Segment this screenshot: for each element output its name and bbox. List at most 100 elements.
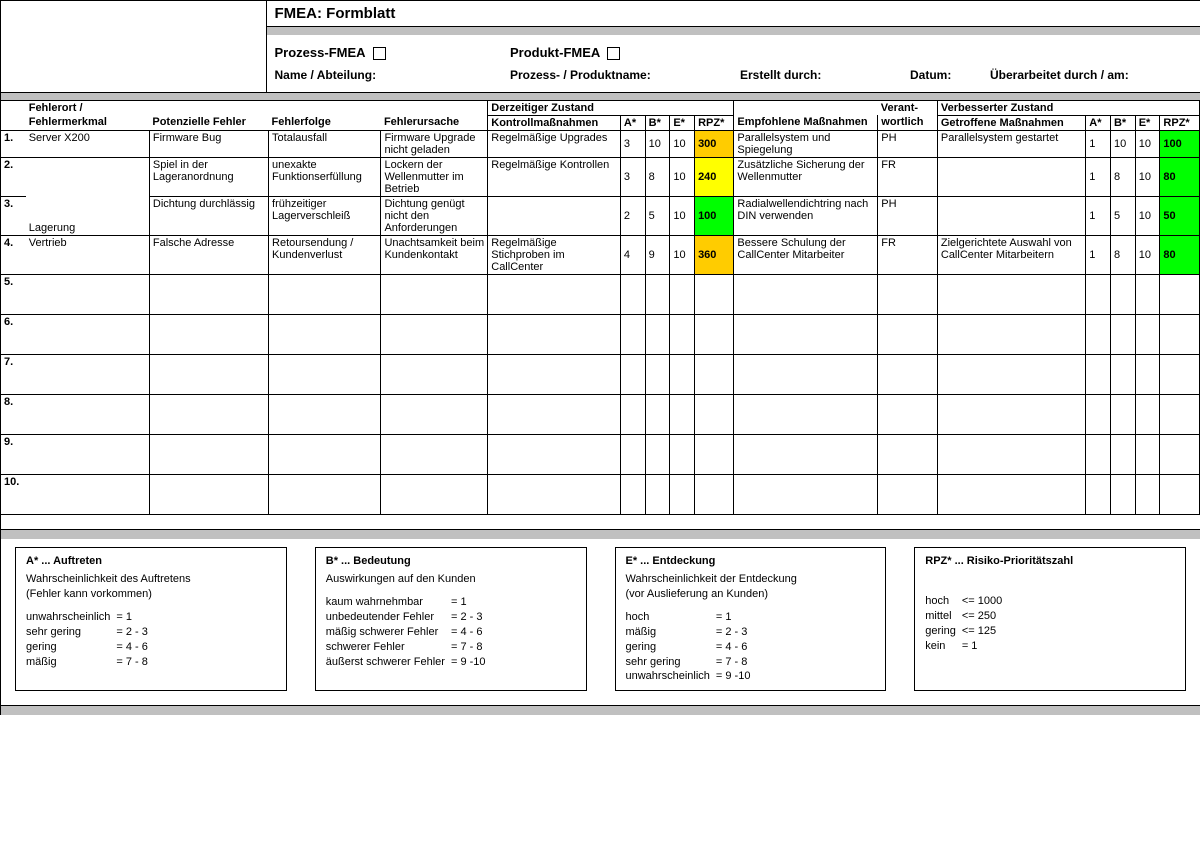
cell-fehlerursache[interactable] (381, 434, 488, 474)
cell-b1[interactable]: 8 (645, 157, 670, 196)
cell-empfohlene[interactable] (734, 314, 878, 354)
cell-verantwortlich[interactable] (878, 274, 938, 314)
cell-a2[interactable] (1086, 434, 1111, 474)
cell-rpz2[interactable]: 80 (1160, 235, 1200, 274)
cell-rpz2[interactable] (1160, 314, 1200, 354)
cell-fehlerort[interactable] (26, 314, 150, 354)
cell-a1[interactable] (620, 434, 645, 474)
cell-potfehler[interactable]: Firmware Bug (149, 130, 268, 157)
cell-empfohlene[interactable]: Zusätzliche Sicherung der Wellenmutter (734, 157, 878, 196)
cell-verantwortlich[interactable] (878, 394, 938, 434)
cell-e2[interactable] (1135, 394, 1160, 434)
cell-e1[interactable] (670, 354, 695, 394)
cell-fehlerort[interactable] (26, 274, 150, 314)
cell-b2[interactable]: 10 (1110, 130, 1135, 157)
cell-potfehler[interactable]: Dichtung durchlässig (149, 196, 268, 235)
cell-b1[interactable] (645, 354, 670, 394)
cell-b2[interactable] (1110, 394, 1135, 434)
cell-getroffene[interactable]: Parallelsystem gestartet (937, 130, 1085, 157)
cell-a2[interactable] (1086, 274, 1111, 314)
cell-a1[interactable] (620, 394, 645, 434)
cell-potfehler[interactable] (149, 394, 268, 434)
cell-e2[interactable] (1135, 434, 1160, 474)
cell-empfohlene[interactable] (734, 274, 878, 314)
cell-fehlerort[interactable] (26, 354, 150, 394)
cell-verantwortlich[interactable] (878, 314, 938, 354)
cell-empfohlene[interactable]: Parallelsystem und Spiegelung (734, 130, 878, 157)
cell-rpz1[interactable] (695, 314, 734, 354)
cell-fehlerfolge[interactable] (269, 394, 381, 434)
cell-b1[interactable] (645, 474, 670, 514)
cell-kontroll[interactable] (488, 394, 621, 434)
cell-fehlerfolge[interactable]: Totalausfall (269, 130, 381, 157)
cell-b2[interactable] (1110, 314, 1135, 354)
cell-rpz1[interactable] (695, 274, 734, 314)
cell-rpz1[interactable] (695, 354, 734, 394)
cell-b2[interactable] (1110, 274, 1135, 314)
cell-a2[interactable]: 1 (1086, 130, 1111, 157)
cell-getroffene[interactable]: Zielgerichtete Auswahl von CallCenter Mi… (937, 235, 1085, 274)
cell-rpz1[interactable]: 100 (695, 196, 734, 235)
cell-kontroll[interactable]: Regelmäßige Kontrollen (488, 157, 621, 196)
cell-e1[interactable]: 10 (670, 157, 695, 196)
cell-a1[interactable]: 3 (620, 157, 645, 196)
cell-b2[interactable]: 8 (1110, 235, 1135, 274)
cell-e2[interactable] (1135, 474, 1160, 514)
cell-b1[interactable]: 9 (645, 235, 670, 274)
cell-potfehler[interactable] (149, 474, 268, 514)
cell-rpz2[interactable] (1160, 474, 1200, 514)
cell-potfehler[interactable] (149, 434, 268, 474)
cell-b2[interactable]: 8 (1110, 157, 1135, 196)
cell-rpz2[interactable] (1160, 354, 1200, 394)
cell-a1[interactable]: 3 (620, 130, 645, 157)
cell-a1[interactable]: 4 (620, 235, 645, 274)
cell-e1[interactable]: 10 (670, 196, 695, 235)
cell-a1[interactable] (620, 274, 645, 314)
cell-getroffene[interactable] (937, 157, 1085, 196)
cell-fehlerursache[interactable] (381, 394, 488, 434)
cell-rpz1[interactable] (695, 434, 734, 474)
cell-getroffene[interactable] (937, 196, 1085, 235)
cell-e2[interactable]: 10 (1135, 235, 1160, 274)
cell-a2[interactable] (1086, 354, 1111, 394)
cell-potfehler[interactable]: Falsche Adresse (149, 235, 268, 274)
cell-a2[interactable]: 1 (1086, 235, 1111, 274)
cell-e1[interactable] (670, 274, 695, 314)
cell-fehlerursache[interactable]: Unachtsamkeit beim Kundenkontakt (381, 235, 488, 274)
cell-fehlerort[interactable] (26, 474, 150, 514)
cell-b1[interactable]: 10 (645, 130, 670, 157)
cell-a1[interactable] (620, 314, 645, 354)
cell-getroffene[interactable] (937, 434, 1085, 474)
cell-verantwortlich[interactable] (878, 434, 938, 474)
cell-fehlerursache[interactable]: Lockern der Wellenmutter im Betrieb (381, 157, 488, 196)
cell-rpz1[interactable]: 240 (695, 157, 734, 196)
cell-e1[interactable]: 10 (670, 130, 695, 157)
cell-rpz1[interactable] (695, 394, 734, 434)
checkbox-produkt[interactable]: Produkt-FMEA (502, 35, 1200, 64)
cell-rpz2[interactable]: 100 (1160, 130, 1200, 157)
cell-e1[interactable] (670, 394, 695, 434)
cell-fehlerfolge[interactable]: Retoursendung / Kundenverlust (269, 235, 381, 274)
checkbox-box-icon[interactable] (607, 47, 620, 60)
cell-a2[interactable] (1086, 314, 1111, 354)
cell-kontroll[interactable] (488, 474, 621, 514)
cell-fehlerursache[interactable] (381, 274, 488, 314)
cell-kontroll[interactable] (488, 274, 621, 314)
cell-e2[interactable]: 10 (1135, 130, 1160, 157)
cell-potfehler[interactable] (149, 274, 268, 314)
cell-potfehler[interactable] (149, 354, 268, 394)
cell-e1[interactable] (670, 314, 695, 354)
cell-a2[interactable] (1086, 474, 1111, 514)
cell-e2[interactable]: 10 (1135, 196, 1160, 235)
cell-fehlerfolge[interactable] (269, 474, 381, 514)
cell-rpz2[interactable] (1160, 394, 1200, 434)
cell-getroffene[interactable] (937, 394, 1085, 434)
cell-kontroll[interactable] (488, 434, 621, 474)
cell-getroffene[interactable] (937, 354, 1085, 394)
cell-empfohlene[interactable]: Radialwellendichtring nach DIN verwenden (734, 196, 878, 235)
cell-a1[interactable] (620, 354, 645, 394)
cell-fehlerursache[interactable] (381, 474, 488, 514)
cell-e1[interactable] (670, 434, 695, 474)
cell-e2[interactable] (1135, 274, 1160, 314)
cell-fehlerfolge[interactable]: frühzeitiger Lagerverschleiß (269, 196, 381, 235)
